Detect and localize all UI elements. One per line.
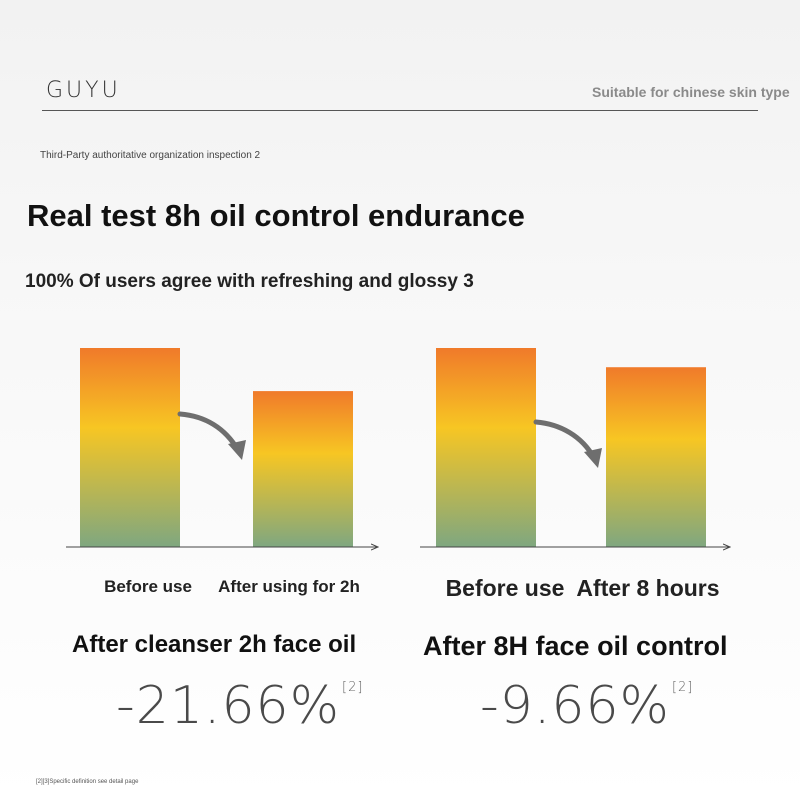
bar-before <box>80 348 180 547</box>
page-title: Real test 8h oil control endurance <box>27 198 525 233</box>
inspection-note: Third-Party authoritative organization i… <box>40 150 261 161</box>
chart-8h: Before use After 8 hours <box>420 348 730 601</box>
chart-8h-change: -9.66% [2] <box>480 676 693 736</box>
decrease-arrow-head <box>584 448 602 468</box>
chart-2h-change: -21.66% [2] <box>116 676 363 736</box>
chart-8h-change-value: -9.66% <box>480 676 670 736</box>
category-label: Before use <box>104 577 192 596</box>
bar-after <box>253 391 353 547</box>
category-label: After 8 hours <box>576 575 719 601</box>
header-divider <box>42 110 758 111</box>
chart-2h-ref: [2] <box>342 680 364 695</box>
bar-before <box>436 348 536 547</box>
category-label: Before use <box>446 575 565 601</box>
category-label: After using for 2h <box>218 577 360 596</box>
footnote: [2][3]Specific definition see detail pag… <box>36 779 139 785</box>
decrease-arrow-head <box>228 440 246 460</box>
page-subtitle: 100% Of users agree with refreshing and … <box>25 271 474 292</box>
brand-logo: GUYU <box>46 78 121 103</box>
chart-2h-title: After cleanser 2h face oil <box>72 631 357 658</box>
chart-8h-title: After 8H face oil control <box>423 631 728 661</box>
chart-2h-change-value: -21.66% <box>116 676 341 736</box>
bar-after <box>606 367 706 547</box>
chart-8h-ref: [2] <box>671 680 694 695</box>
tagline: Suitable for chinese skin type <box>592 84 790 100</box>
chart-2h: Before use After using for 2h <box>66 348 378 596</box>
